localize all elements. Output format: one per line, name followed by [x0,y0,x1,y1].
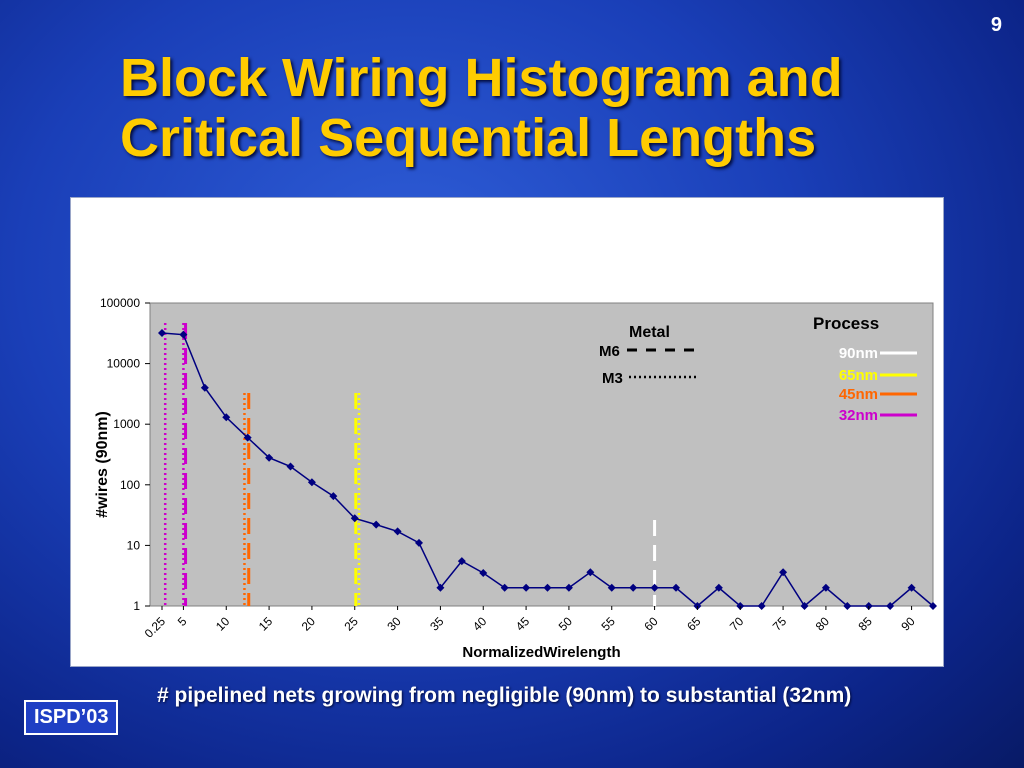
data-point [350,514,359,523]
wiring-histogram-chart: 100000 10000 1000 100 10 10.25 5 10 15 20 25 30 35 40… [94,296,937,661]
x-tick-label: 20 [299,614,319,634]
data-point [586,568,595,577]
x-tick-label: 45 [513,614,533,634]
x-axis-label: NormalizedWirelength [462,644,620,661]
y-tick-label: 10 [127,538,141,552]
data-point [179,330,188,339]
data-point [543,583,552,592]
data-point [522,583,531,592]
slide-number: 9 [990,14,1002,36]
data-point [843,602,852,610]
x-tick-label: 0.25 [142,614,169,641]
x-tick-label: 80 [813,614,833,634]
data-point [907,583,916,592]
data-point [800,602,809,610]
data-point [222,413,231,422]
data-point [286,462,295,471]
slide-caption: # pipelined nets growing from negligible… [157,684,852,707]
data-point [457,557,466,566]
x-tick-label: 85 [856,614,876,634]
x-tick-label: 50 [556,614,576,634]
y-tick-label: 100000 [100,296,140,310]
process-legend-title: Process [813,314,879,333]
data-point [243,433,252,442]
data-point [393,527,402,536]
x-tick-label: 70 [727,614,747,634]
data-point [436,583,445,592]
x-tick-label: 30 [384,614,404,634]
x-tick-label: 10 [213,614,233,634]
data-point [714,583,723,592]
legend-layer: Metal M6 M3 Process 90nm 65nm 45nm 32nm [599,314,917,424]
slide-title: Block Wiring Histogram and Critical Sequ… [120,48,843,168]
plot-layer [149,302,934,607]
slide-title-line-1: Block Wiring Histogram and [120,48,843,108]
data-point [265,453,274,462]
x-tick-label: 90 [898,614,918,634]
conference-badge: ISPD’03 [24,700,119,735]
data-point [500,583,509,592]
y-tick-label: 1000 [113,417,140,431]
data-point [200,383,209,392]
x-tick-label: 55 [599,614,619,634]
data-point [307,478,316,487]
x-tick-label: 25 [342,614,362,634]
data-point [929,602,937,610]
process-legend-label: 45nm [839,386,878,403]
plot-area [149,302,934,607]
slide-title-line-2: Critical Sequential Lengths [120,108,817,168]
x-tick-label: 60 [641,614,661,634]
series-layer [158,328,937,610]
axis-layer: 100000 10000 1000 100 10 10.25 5 10 15 20 25 30 35 40… [94,296,918,661]
x-tick-label: 15 [256,614,276,634]
data-point [415,538,423,547]
data-point [479,569,488,578]
data-point [821,583,830,592]
data-point [886,602,895,610]
data-point [158,328,166,337]
y-tick-label: 1 [133,599,140,613]
x-tick-label: 65 [684,614,704,634]
metal-legend-label: M3 [602,370,623,387]
y-axis-label: #wires (90nm) [94,411,111,518]
y-tick-label: 10000 [107,357,141,371]
x-tick-label: 40 [470,614,490,634]
data-point [372,520,381,529]
data-point [650,583,659,592]
y-tick-label: 100 [120,478,140,492]
data-point [672,583,680,592]
x-tick-label: 75 [770,614,790,634]
x-tick-label: 5 [175,614,190,629]
chart-panel: 100000 10000 1000 100 10 1 0.25 5 10 15 20 25 30 35 40… [70,197,944,667]
process-legend-label: 32nm [839,407,878,424]
data-point [757,602,766,610]
metal-legend-title: Metal [629,324,670,341]
critical-length-lines [163,323,657,606]
data-point [329,492,338,501]
data-point [607,583,616,592]
data-point [779,568,788,577]
data-point [564,583,573,592]
metal-legend-label: M6 [599,343,620,360]
process-legend-label: 65nm [839,367,878,384]
data-point [629,583,638,592]
x-tick-label: 35 [427,614,447,634]
process-legend-label: 90nm [839,345,878,362]
